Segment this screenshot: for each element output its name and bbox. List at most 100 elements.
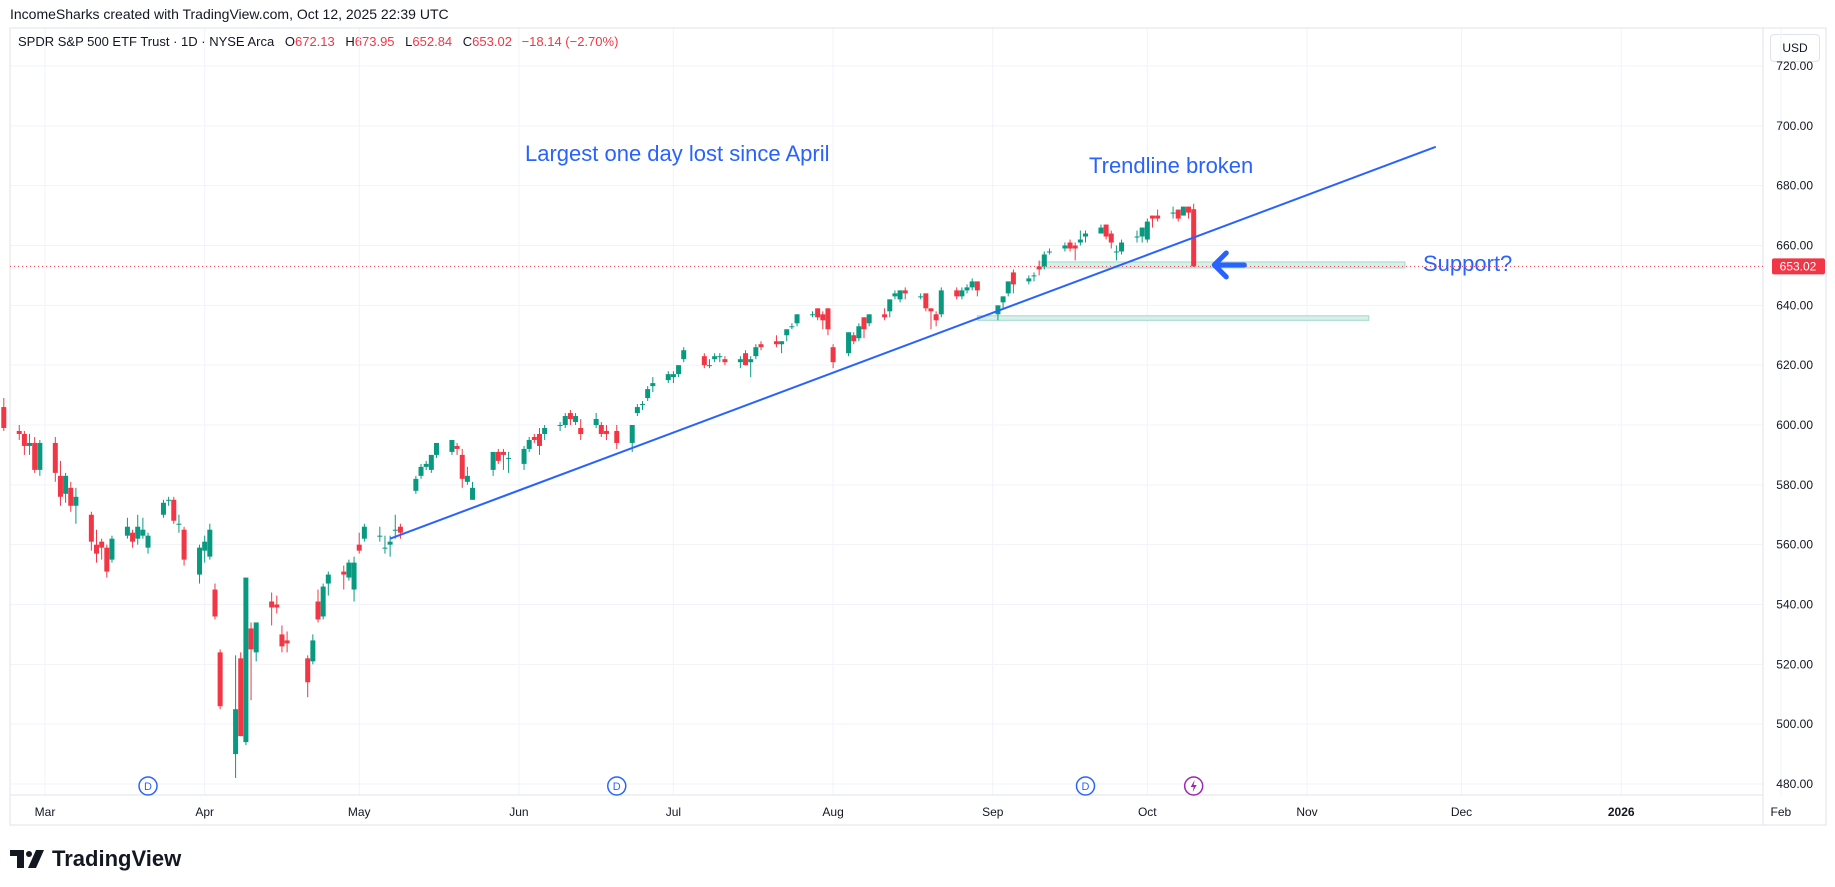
price-tick-label: 520.00: [1776, 657, 1813, 671]
candle-body: [825, 308, 831, 330]
candle-body: [253, 622, 259, 653]
time-tick-label: Aug: [822, 805, 843, 819]
candle-body: [712, 356, 718, 360]
candle-body: [938, 290, 944, 315]
price-tick-label: 720.00: [1776, 59, 1813, 73]
candle-body: [1144, 221, 1150, 240]
grid-lines: [10, 28, 1782, 795]
candle-body: [459, 454, 465, 479]
candle-body: [526, 439, 532, 449]
tradingview-logo[interactable]: TradingView: [10, 846, 181, 872]
candle-body: [176, 523, 182, 525]
candle-body: [722, 359, 728, 363]
candle-body: [614, 430, 620, 443]
candle-body: [897, 290, 903, 300]
open-label: O: [284, 34, 295, 49]
candle-body: [197, 547, 203, 575]
candle-body: [1046, 251, 1052, 253]
candle-body: [670, 374, 676, 378]
time-tick-label: Jul: [666, 805, 681, 819]
candle-body: [109, 538, 115, 560]
candle-body: [57, 475, 63, 497]
open-value: 672.13: [294, 34, 335, 49]
dividend-badge-label: D: [613, 781, 621, 793]
candle-body: [887, 299, 893, 312]
support-zone[interactable]: [976, 315, 1370, 321]
symbol-title[interactable]: SPDR S&P 500 ETF Trust · 1D · NYSE Arca: [18, 34, 275, 49]
candle-body: [603, 430, 609, 434]
price-chart[interactable]: Largest one day lost since April Trendli…: [0, 0, 1835, 840]
candle-body: [753, 347, 759, 357]
candle-body: [650, 383, 656, 387]
candle-body: [356, 544, 362, 551]
candle-body: [1010, 272, 1016, 285]
time-tick-label: Mar: [35, 805, 56, 819]
candle-body: [748, 359, 754, 363]
candle-body: [32, 442, 38, 470]
candle-body: [73, 496, 79, 506]
candle-body: [382, 547, 388, 549]
time-tick-label: Dec: [1451, 805, 1472, 819]
candle-body: [279, 634, 285, 647]
candle-body: [531, 436, 537, 440]
change-value: −18.14 (−2.70%): [521, 34, 619, 49]
trendline[interactable]: [389, 145, 1437, 540]
candle-body: [964, 287, 970, 291]
close-label: C: [462, 34, 473, 49]
price-axis[interactable]: 480.00 500.00 520.00 540.00 560.00 580.00 600.…: [1776, 59, 1813, 791]
candle-body: [918, 296, 924, 298]
candle-body: [1031, 275, 1037, 277]
dividend-event-icon[interactable]: [1075, 776, 1096, 796]
candle-body: [130, 532, 136, 542]
dividend-event-icon[interactable]: [138, 776, 158, 796]
annotation-trendline-broken[interactable]: Trendline broken: [1089, 153, 1253, 178]
candle-body: [1000, 296, 1006, 303]
dividend-event-icon[interactable]: [607, 776, 627, 796]
candle-body: [495, 451, 501, 461]
candle-body: [269, 601, 275, 608]
candle-body: [88, 514, 94, 542]
candle-body: [557, 425, 563, 426]
candle-body: [212, 589, 218, 617]
price-tick-label: 600.00: [1776, 418, 1813, 432]
support-zones: [976, 261, 1406, 321]
candle-body: [820, 314, 826, 321]
candle-body: [310, 640, 316, 662]
annotation-largest-drop[interactable]: Largest one day lost since April: [525, 141, 830, 166]
candle-body: [923, 293, 929, 309]
candle-body: [1175, 209, 1181, 219]
candle-body: [681, 350, 687, 360]
candle-body: [181, 529, 187, 560]
candle-body: [27, 442, 33, 446]
candle-body: [542, 427, 548, 434]
low-value: 652.84: [412, 34, 453, 49]
candle-body: [1077, 239, 1083, 243]
candle-body: [866, 314, 872, 324]
candle-body: [1170, 212, 1176, 214]
candle-body: [567, 413, 573, 420]
candle-body: [490, 451, 496, 470]
candle-body: [861, 317, 867, 330]
candle-body: [238, 658, 244, 737]
candle-body: [954, 290, 960, 297]
candle-body: [676, 365, 682, 375]
last-price-tag: 653.02: [1772, 258, 1825, 275]
candle-body: [969, 281, 975, 288]
candle-body: [171, 499, 177, 521]
candle-body: [500, 451, 506, 455]
candle-body: [758, 344, 764, 348]
candle-body: [315, 601, 321, 620]
candle-body: [1083, 233, 1089, 237]
candle-body: [773, 341, 779, 345]
tradingview-brand: TradingView: [52, 846, 182, 871]
price-tick-label: 540.00: [1776, 598, 1813, 612]
currency-button[interactable]: USD: [1770, 34, 1820, 62]
candle-body: [1108, 233, 1114, 243]
symbol-legend: SPDR S&P 500 ETF Trust · 1D · NYSE Arca …: [18, 34, 618, 49]
time-axis[interactable]: Mar Apr May Jun Jul Aug Sep Oct Nov Dec 2026 Feb: [35, 805, 1792, 819]
annotation-support[interactable]: Support?: [1423, 251, 1512, 276]
candle-body: [104, 547, 110, 572]
candle-body: [160, 502, 166, 515]
candle-body: [959, 290, 965, 297]
candle-body: [882, 314, 888, 318]
